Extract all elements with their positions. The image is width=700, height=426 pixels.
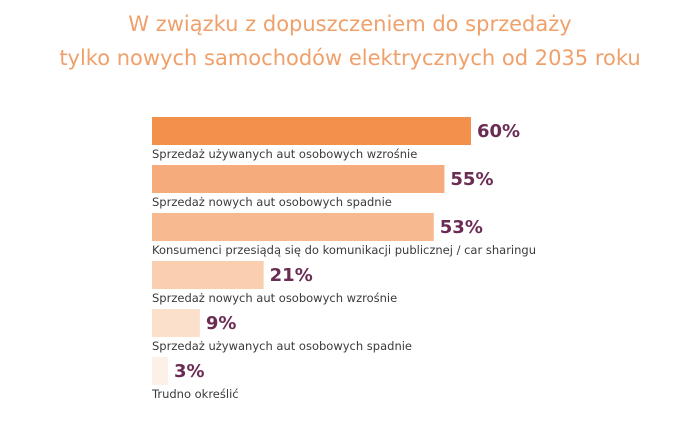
category-label-5: Sprzedaż używanych aut osobowych spadnie [152, 339, 412, 353]
chart-title-line-2: tylko nowych samochodów elektrycznych od… [59, 46, 641, 70]
bar-6 [152, 357, 168, 385]
value-label-3: 53% [440, 217, 483, 238]
value-label-6: 3% [174, 361, 205, 382]
category-label-4: Sprzedaż nowych aut osobowych wzrośnie [152, 291, 397, 305]
value-label-5: 9% [206, 313, 237, 334]
category-label-1: Sprzedaż używanych aut osobowych wzrośni… [152, 147, 417, 161]
chart-title-line-1: W związku z dopuszczeniem do sprzedaży [128, 12, 572, 36]
value-label-4: 21% [270, 265, 313, 286]
category-label-2: Sprzedaż nowych aut osobowych spadnie [152, 195, 392, 209]
bar-2 [152, 165, 445, 193]
bar-5 [152, 309, 200, 337]
value-label-1: 60% [477, 121, 520, 142]
value-label-2: 55% [450, 169, 493, 190]
bar-3 [152, 213, 434, 241]
category-label-3: Konsumenci przesiądą się do komunikacji … [152, 243, 536, 257]
bar-4 [152, 261, 264, 289]
category-label-6: Trudno określić [151, 387, 239, 401]
bar-1 [152, 117, 471, 145]
